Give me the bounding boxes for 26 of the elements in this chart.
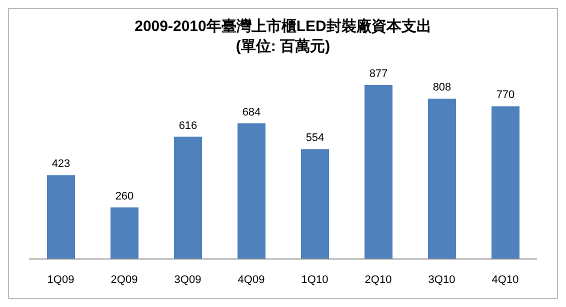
bar (47, 175, 75, 259)
chart-subtitle: (單位: 百萬元) (234, 37, 332, 57)
chart-title: 2009-2010年臺灣上市櫃LED封裝廠資本支出 (134, 18, 432, 35)
x-tick-label: 4Q10 (492, 274, 519, 286)
x-tick-label: 4Q09 (238, 274, 265, 286)
bar (301, 149, 329, 259)
x-tick-label: 3Q09 (174, 274, 202, 286)
data-label: 684 (242, 106, 261, 118)
x-tick-label: 3Q10 (428, 274, 456, 286)
bar (174, 136, 202, 259)
bar (110, 207, 138, 259)
bar (492, 106, 520, 259)
data-label: 423 (52, 158, 70, 170)
x-tick-label: 1Q09 (47, 274, 74, 286)
bar (364, 85, 392, 259)
data-label: 260 (115, 190, 134, 202)
x-tick-label: 1Q10 (301, 274, 328, 286)
data-label: 808 (432, 82, 452, 94)
bar (238, 123, 266, 259)
data-label: 616 (178, 120, 198, 132)
x-tick-label: 2Q10 (364, 274, 392, 286)
data-label: 770 (496, 89, 515, 102)
bar (428, 98, 456, 259)
x-tick-label: 2Q09 (110, 274, 138, 286)
data-label: 877 (369, 68, 388, 80)
data-label: 554 (306, 132, 324, 144)
